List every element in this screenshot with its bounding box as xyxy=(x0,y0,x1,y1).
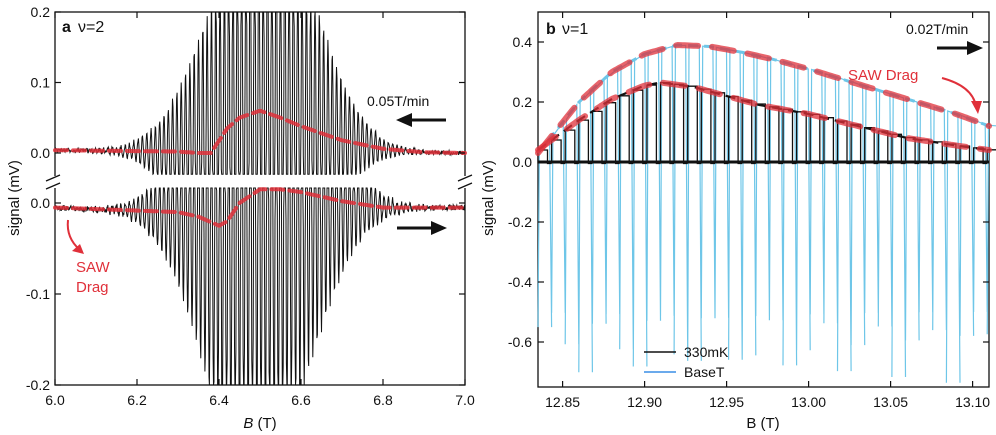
panel-b-rate-arrow-icon xyxy=(937,41,983,55)
panel-a-letter: a xyxy=(62,19,71,36)
y-tick-label: 0.0 xyxy=(513,154,533,170)
legend-baset: BaseT xyxy=(684,364,725,380)
x-tick-label: 6.8 xyxy=(373,392,393,408)
panel-a-rate: 0.05T/min xyxy=(367,93,429,109)
sweep-down-arrow-icon xyxy=(396,113,446,127)
x-tick-label: 13.05 xyxy=(873,394,908,410)
x-tick-label: 6.2 xyxy=(127,392,147,408)
y-tick-label: 0.2 xyxy=(513,94,533,110)
y-tick-label: -0.2 xyxy=(26,377,50,393)
panel-a-traces xyxy=(55,12,465,385)
figure: 6.0 6.2 6.4 6.6 6.8 7.0 0.0 0.1 0.2 -0.2 -0.1 0.0 a… xyxy=(0,0,996,435)
x-tick-label: 7.0 xyxy=(455,392,475,408)
y-tick-label: -0.4 xyxy=(508,274,532,290)
x-tick-label: 6.6 xyxy=(291,392,311,408)
panel-b-xlabel: B (T) xyxy=(746,415,779,432)
panel-b-saw-arrow-icon xyxy=(942,78,982,114)
baset-trace xyxy=(538,45,996,382)
x-tick-label: 6.0 xyxy=(45,392,65,408)
panel-a-title: ν=2 xyxy=(78,19,104,36)
y-tick-label: -0.1 xyxy=(26,286,50,302)
panel-b: 12.85 12.90 12.95 13.00 13.05 13.10 0.4 0.2 0.0 -… xyxy=(480,12,996,432)
sweep-up-trace xyxy=(55,188,465,385)
y-tick-label: -0.2 xyxy=(508,214,532,230)
panel-b-traces xyxy=(538,45,996,382)
y-tick-label: 0.4 xyxy=(513,34,533,50)
y-tick-label: -0.6 xyxy=(508,334,532,350)
y-tick-label: 0.0 xyxy=(31,195,51,211)
panel-b-title: ν=1 xyxy=(562,21,588,38)
panel-a-xlabel: B (T) xyxy=(243,415,276,432)
x-tick-label: 12.95 xyxy=(709,394,744,410)
panel-b-frame xyxy=(538,12,989,387)
panel-b-ylabel: signal (mV) xyxy=(480,160,497,236)
x-tick-label: 13.10 xyxy=(955,394,990,410)
y-tick-label: 0.1 xyxy=(31,75,51,91)
panel-a-annotation-line1: SAW xyxy=(76,259,110,276)
x-tick-label: 12.85 xyxy=(545,394,580,410)
panel-a-annotation-line2: Drag xyxy=(76,279,109,296)
panel-b-rate: 0.02T/min xyxy=(906,21,968,37)
panel-a: 6.0 6.2 6.4 6.6 6.8 7.0 0.0 0.1 0.2 -0.2 -0.1 0.0 a… xyxy=(6,4,475,432)
panel-b-letter: b xyxy=(546,21,556,38)
y-tick-label: 0.2 xyxy=(31,4,51,20)
legend-330mk: 330mK xyxy=(684,344,729,360)
x-tick-label: 13.00 xyxy=(791,394,826,410)
legend: 330mK BaseT xyxy=(644,344,729,380)
panel-a-saw-arrow-icon xyxy=(68,220,84,254)
panel-a-ylabel: signal (mV) xyxy=(6,160,23,236)
sweep-up-arrow-icon xyxy=(397,221,447,235)
x-tick-label: 6.4 xyxy=(209,392,229,408)
axis-break xyxy=(46,175,473,189)
panel-b-annotation: SAW Drag xyxy=(848,67,918,84)
330mk-trace xyxy=(538,83,996,164)
x-tick-label: 12.90 xyxy=(627,394,662,410)
y-tick-label: 0.0 xyxy=(31,145,51,161)
